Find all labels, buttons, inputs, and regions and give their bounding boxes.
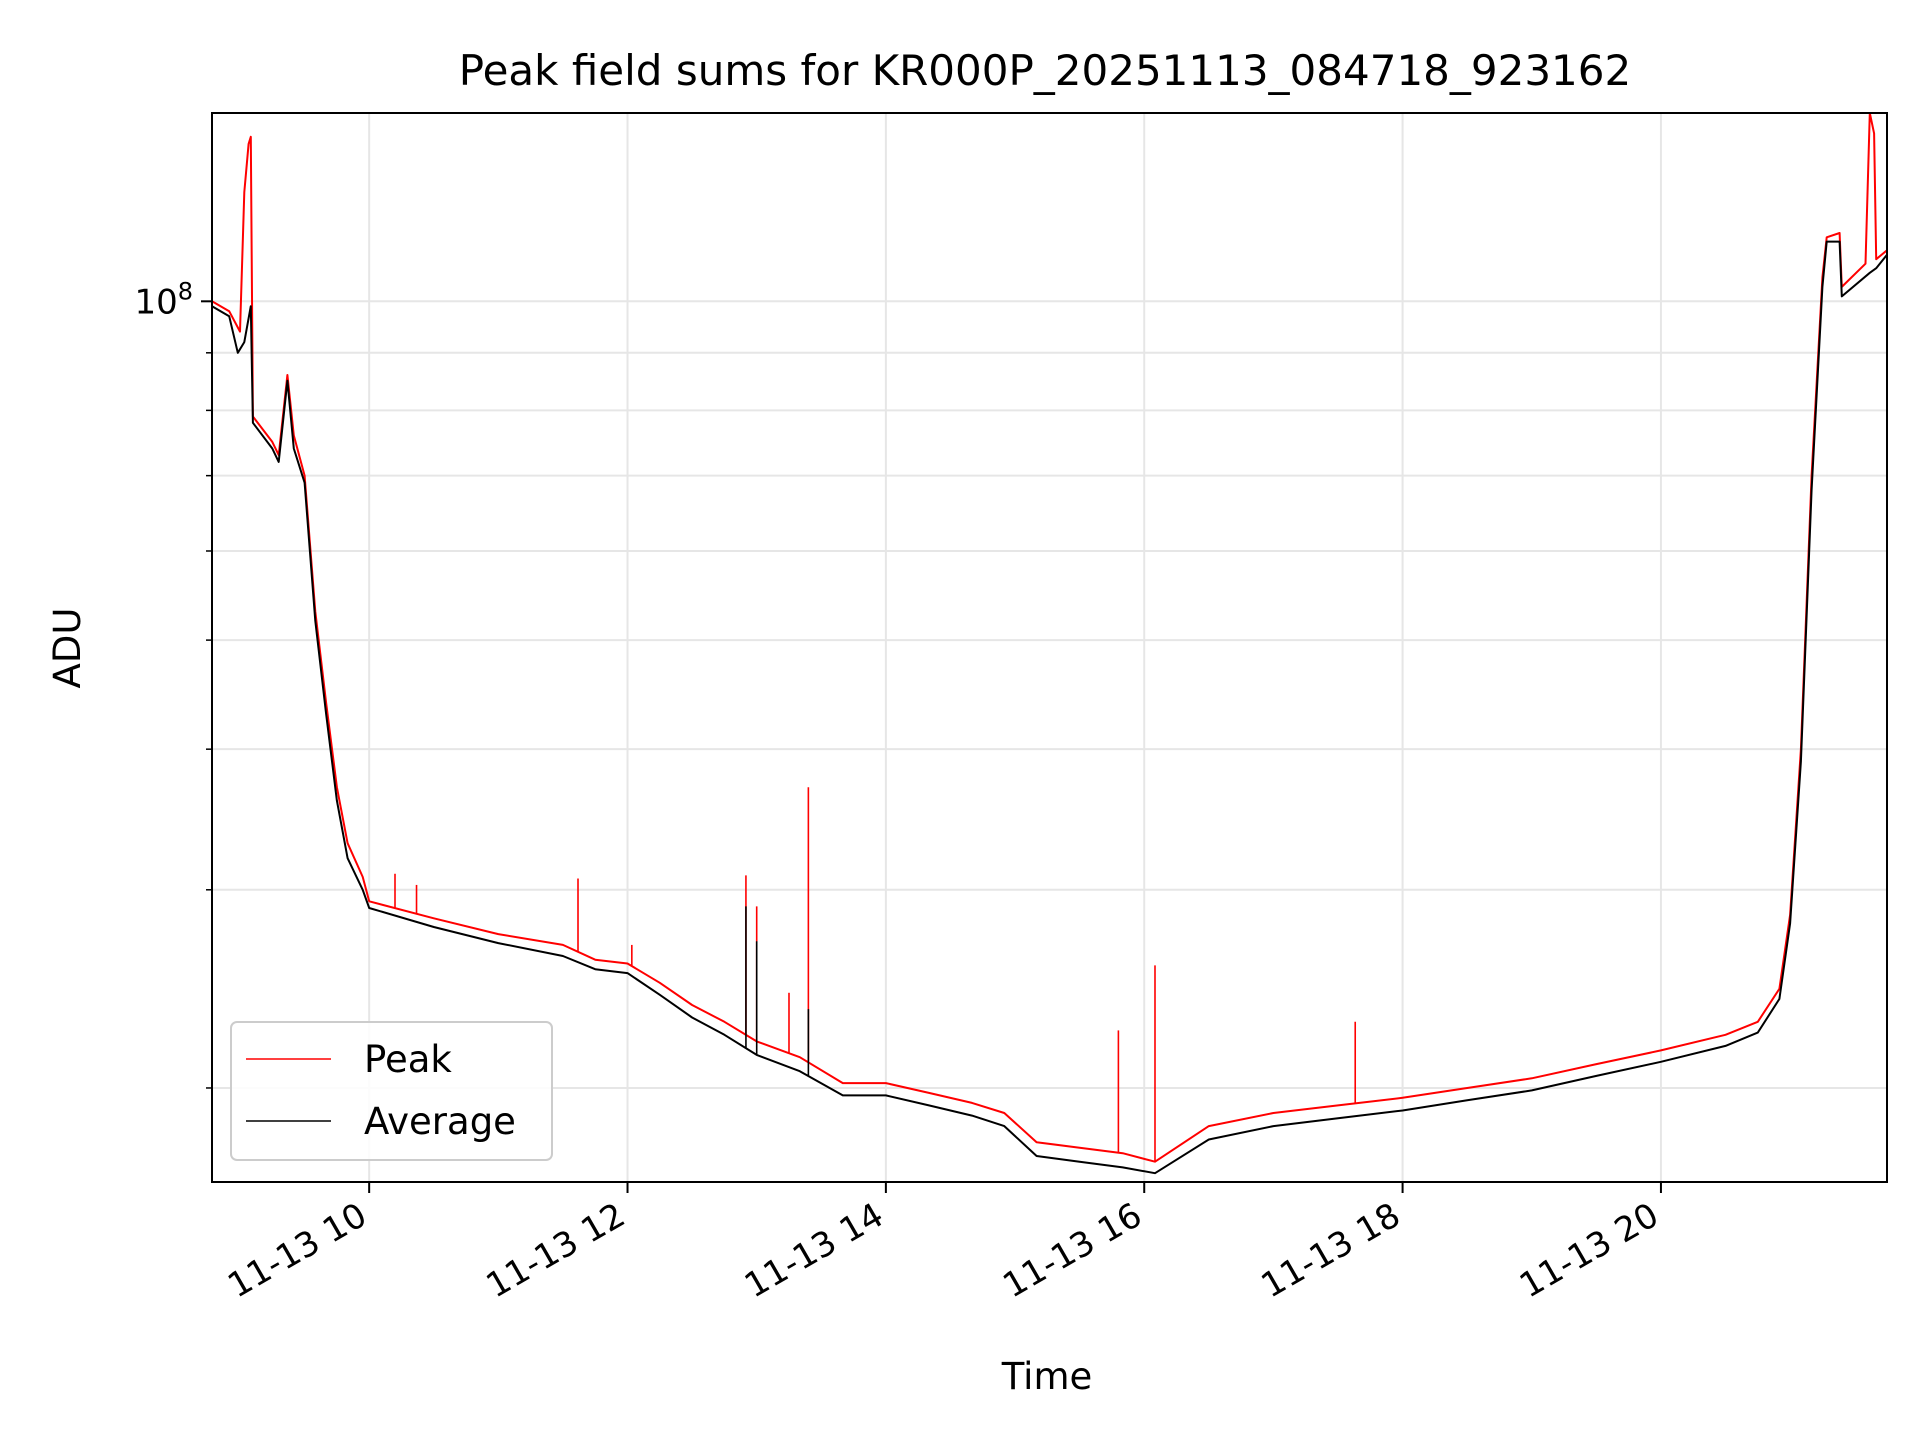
plot-area [211, 112, 1888, 1175]
x-axis-label: Time [1001, 1355, 1093, 1398]
chart-title: Peak field sums for KR000P_20251113_0847… [459, 46, 1631, 95]
legend-label-peak: Peak [364, 1038, 452, 1081]
legend: Peak Average [230, 1021, 553, 1161]
plot-frame [211, 112, 1888, 1183]
gridlines [212, 113, 1887, 1182]
legend-label-average: Average [364, 1100, 516, 1143]
series-line-average [211, 240, 1888, 1175]
legend-box [230, 1021, 553, 1161]
y-axis-label: ADU [46, 608, 89, 689]
y-tick-label: 108 [134, 277, 193, 322]
